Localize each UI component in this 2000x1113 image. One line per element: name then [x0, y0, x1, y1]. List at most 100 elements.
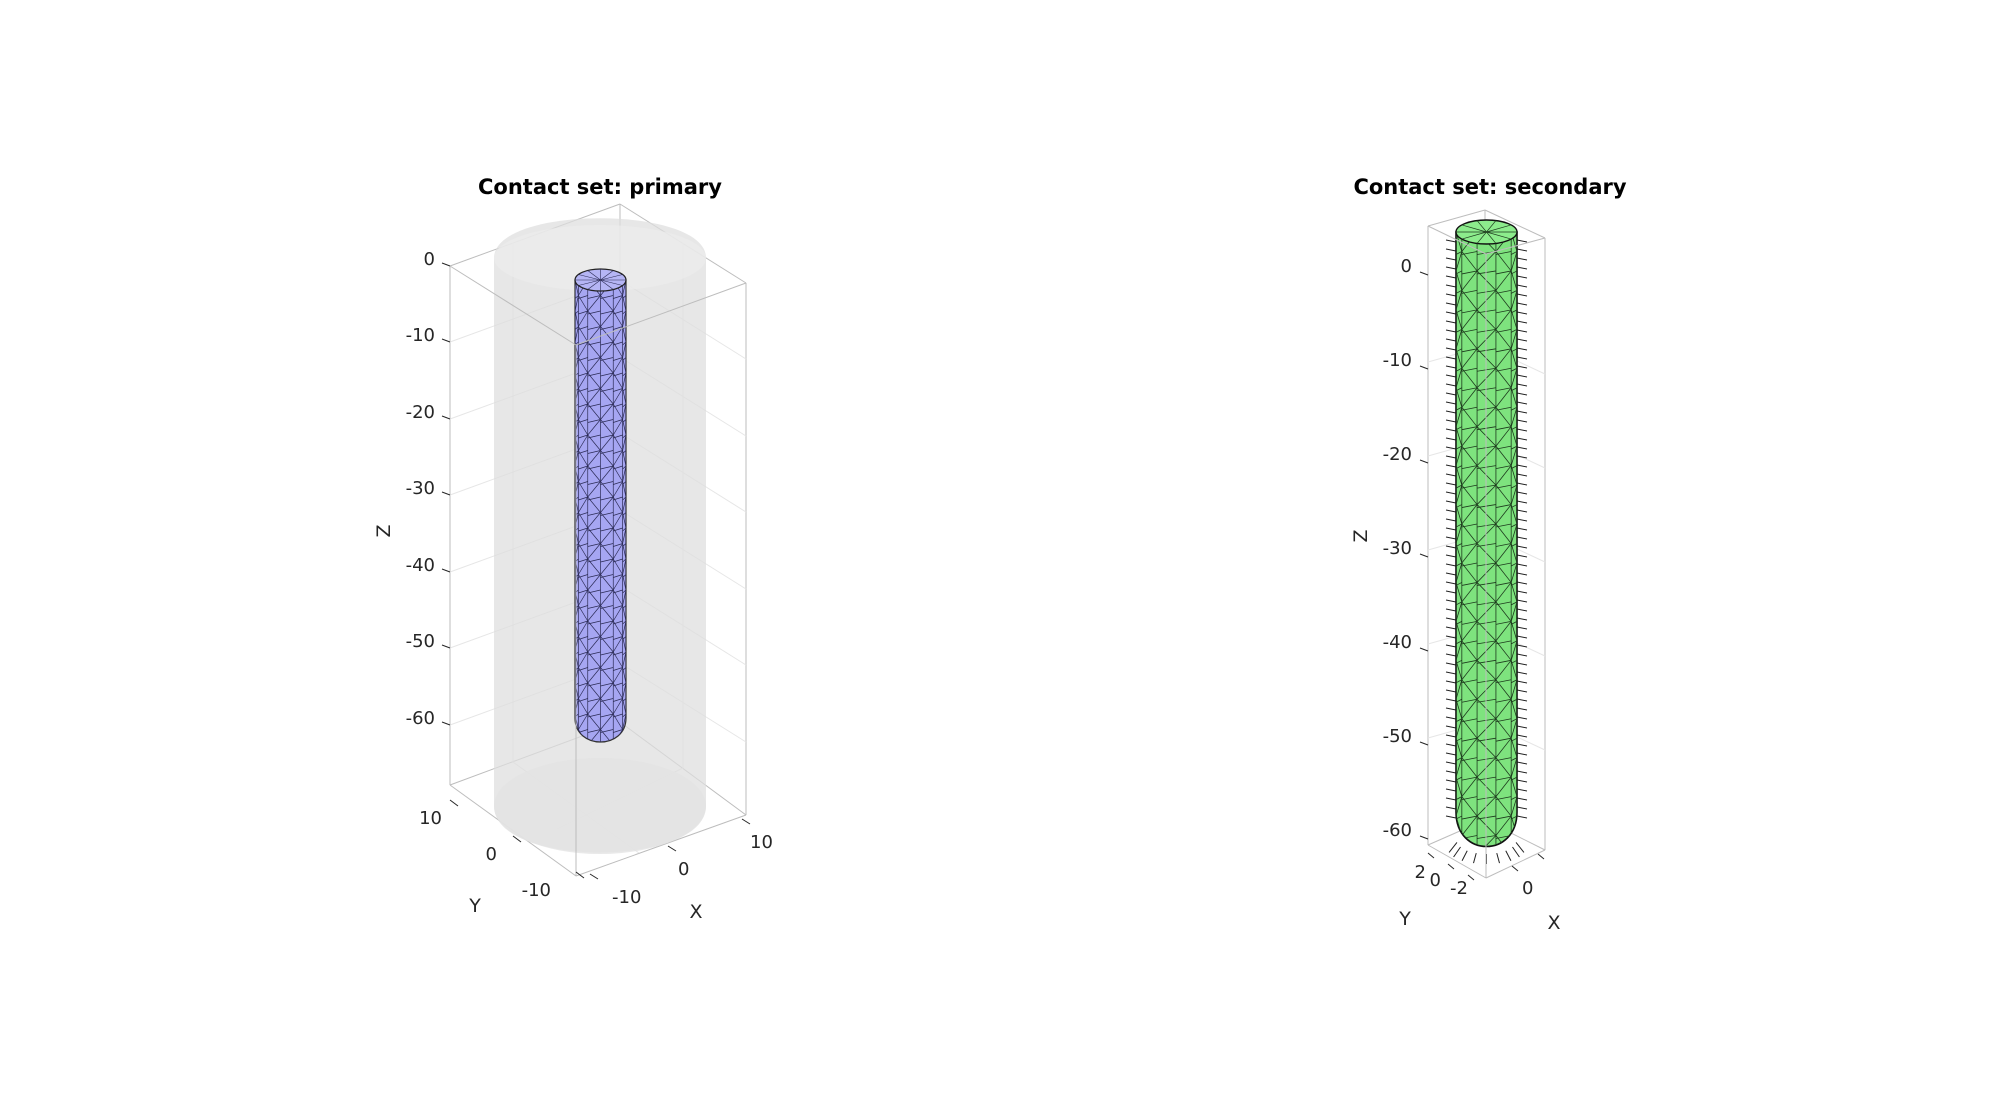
mesh-edge: [1516, 770, 1528, 774]
mesh-edge: [612, 682, 623, 699]
mesh-edge: [1516, 599, 1528, 603]
mesh-edge: [1445, 626, 1457, 630]
mesh-edge: [1510, 406, 1517, 411]
primary-y-tick-label: 10: [419, 808, 442, 829]
mesh-edge: [612, 434, 623, 451]
primary-z-ticks: [441, 262, 451, 726]
mesh-edge: [1495, 426, 1512, 447]
mesh-edge: [622, 310, 626, 327]
mesh-edge: [622, 558, 626, 575]
mesh-edge: [1445, 554, 1457, 558]
mesh-edge: [1495, 445, 1512, 450]
mesh-edge: [622, 388, 626, 405]
mesh-edge: [1510, 523, 1517, 528]
mesh-edge: [1445, 338, 1457, 342]
mesh-edge: [1461, 601, 1478, 606]
mesh-edge: [1445, 635, 1457, 639]
mesh-edge: [1516, 698, 1528, 702]
mesh-edge: [578, 434, 589, 451]
mesh-edge: [1445, 284, 1457, 288]
mesh-edge: [578, 450, 589, 467]
mesh-edge: [1510, 251, 1517, 272]
mesh-edge: [587, 450, 601, 467]
mesh-edge: [1456, 718, 1463, 723]
mesh-edge: [1461, 640, 1478, 645]
mesh-edge: [587, 620, 601, 637]
mesh-edge: [1456, 484, 1463, 505]
mesh-edge: [1456, 445, 1463, 450]
mesh-edge: [587, 372, 601, 389]
mesh-edge: [613, 729, 623, 733]
mesh-edge: [600, 496, 614, 513]
mesh-edge: [578, 465, 588, 470]
mesh-edge: [622, 682, 626, 687]
mesh-edge: [1495, 290, 1512, 311]
mesh-edge: [622, 295, 626, 312]
mesh-edge: [1516, 356, 1528, 360]
mesh-edge: [622, 713, 626, 730]
mesh-edge: [1473, 853, 1477, 864]
mesh-edge: [1486, 224, 1512, 233]
mesh-edge: [1461, 776, 1478, 797]
mesh-edge: [1445, 428, 1457, 432]
mesh-edge: [1516, 401, 1528, 405]
mesh-edge: [1511, 855, 1517, 858]
mesh-edge: [1516, 734, 1528, 738]
primary-inner-cylinder: [574, 268, 627, 743]
mesh-edge: [1461, 679, 1478, 700]
secondary-normal-vectors: [1445, 239, 1528, 864]
primary-x-ticks: [589, 818, 751, 880]
mesh-edge: [1516, 437, 1528, 441]
mesh-edge: [1461, 465, 1478, 486]
mesh-edge: [587, 465, 601, 482]
mesh-edge: [578, 465, 589, 482]
mesh-edge: [1456, 387, 1463, 408]
mesh-edge: [578, 574, 589, 591]
mesh-edge: [1495, 698, 1512, 703]
mesh-edge: [1461, 329, 1478, 350]
mesh-edge: [587, 574, 601, 591]
mesh-edge: [1456, 523, 1463, 528]
primary-x-tick-label: -10: [612, 887, 641, 908]
mesh-edge: [1445, 572, 1457, 576]
mesh-edge: [1456, 328, 1463, 333]
mesh-edge: [1495, 543, 1512, 547]
mesh-edge: [1495, 582, 1512, 586]
mesh-edge: [1516, 617, 1528, 621]
mesh-edge: [1461, 484, 1478, 505]
mesh-edge: [578, 279, 601, 286]
mesh-edge: [575, 295, 579, 299]
mesh-edge: [1461, 270, 1478, 275]
mesh-edge: [1510, 251, 1517, 255]
mesh-edge: [1445, 644, 1457, 648]
mesh-edge: [1461, 445, 1478, 450]
mesh-edge: [1516, 581, 1528, 585]
mesh-edge: [600, 682, 614, 687]
mesh-edge: [1516, 608, 1528, 612]
mesh-edge: [1445, 716, 1457, 720]
mesh-edge: [1456, 407, 1463, 427]
mesh-edge: [1445, 482, 1457, 486]
mesh-edge: [1510, 796, 1517, 800]
mesh-edge: [1516, 743, 1528, 747]
mesh-edge: [1461, 796, 1478, 817]
mesh-edge: [1486, 220, 1497, 233]
mesh-edge: [622, 574, 626, 591]
secondary-y-tick-label: 2: [1415, 862, 1426, 883]
mesh-edge: [1445, 419, 1457, 423]
mesh-edge: [613, 295, 623, 299]
mesh-edge: [1461, 367, 1478, 372]
mesh-edge: [1456, 640, 1463, 645]
mesh-edge: [1516, 257, 1528, 261]
mesh-edge: [1456, 660, 1463, 680]
mesh-edge: [1445, 266, 1457, 270]
mesh-edge: [613, 388, 623, 392]
mesh-edge: [1510, 407, 1517, 427]
mesh-edge: [612, 403, 623, 420]
mesh-edge: [1510, 387, 1517, 408]
secondary-y-axis-label: Y: [1398, 908, 1411, 930]
mesh-edge: [1461, 757, 1478, 778]
mesh-edge: [575, 310, 579, 327]
mesh-edge: [1510, 562, 1517, 567]
mesh-edge: [1456, 368, 1463, 388]
